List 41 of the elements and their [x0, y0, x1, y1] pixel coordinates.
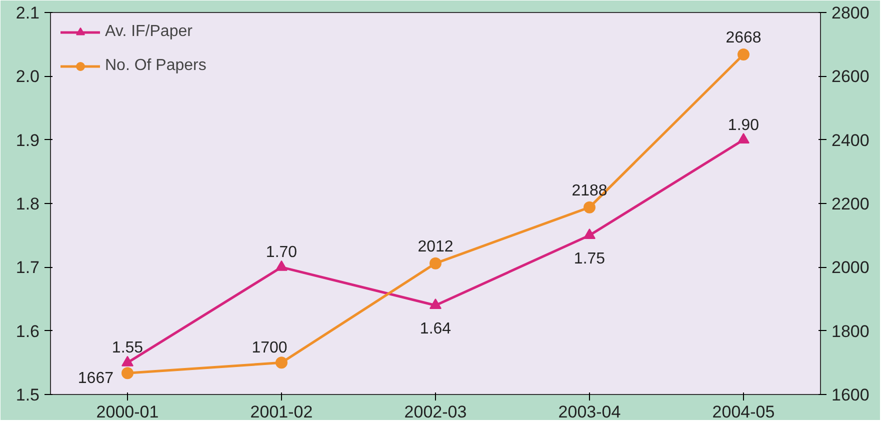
y-tick-label: 1.8 — [16, 194, 40, 214]
point — [738, 132, 750, 144]
point — [584, 201, 596, 214]
point — [122, 356, 134, 366]
y2-tick-label: 2000 — [832, 258, 870, 278]
data-label: 2188 — [572, 182, 608, 200]
x-tick-label: 2004-05 — [712, 402, 775, 422]
data-label: 1.70 — [266, 244, 298, 262]
y-tick-label: 2.1 — [16, 4, 40, 22]
y2-tick-label: 2800 — [832, 4, 870, 22]
x-tick-label: 2001-02 — [250, 402, 313, 422]
data-label: 1700 — [252, 340, 288, 357]
point — [122, 367, 134, 380]
y-tick-label: 1.6 — [16, 322, 40, 341]
y2-tick-label: 1800 — [832, 322, 870, 341]
point — [430, 257, 442, 270]
y2-tick-label: 2600 — [832, 67, 870, 86]
y-tick-label: 1.7 — [16, 258, 40, 278]
point — [584, 228, 596, 240]
point — [276, 260, 288, 271]
x-tick-label: 2003-04 — [558, 402, 621, 422]
y2-tick-label: 1600 — [832, 386, 870, 404]
y-tick-label: 2.0 — [16, 67, 40, 86]
data-label: 2668 — [726, 30, 762, 47]
legend-label: No. Of Papers — [105, 57, 206, 75]
data-label: 1.90 — [728, 116, 760, 134]
data-label: 1.64 — [420, 320, 452, 338]
data-label: 1667 — [78, 370, 114, 388]
y-tick-label: 1.5 — [16, 386, 40, 404]
y2-tick-label: 2400 — [832, 130, 870, 150]
point — [738, 48, 750, 61]
data-label: 1.55 — [112, 340, 144, 357]
y-tick-label: 1.9 — [16, 130, 40, 150]
y2-tick-label: 2200 — [832, 194, 870, 214]
point — [430, 298, 442, 310]
x-tick-label: 2002-03 — [404, 402, 467, 422]
data-label: 2012 — [418, 238, 454, 256]
point — [276, 356, 288, 369]
data-label: 1.75 — [574, 250, 606, 268]
legend-label: Av. IF/Paper — [105, 23, 192, 41]
x-tick-label: 2000-01 — [96, 402, 159, 422]
